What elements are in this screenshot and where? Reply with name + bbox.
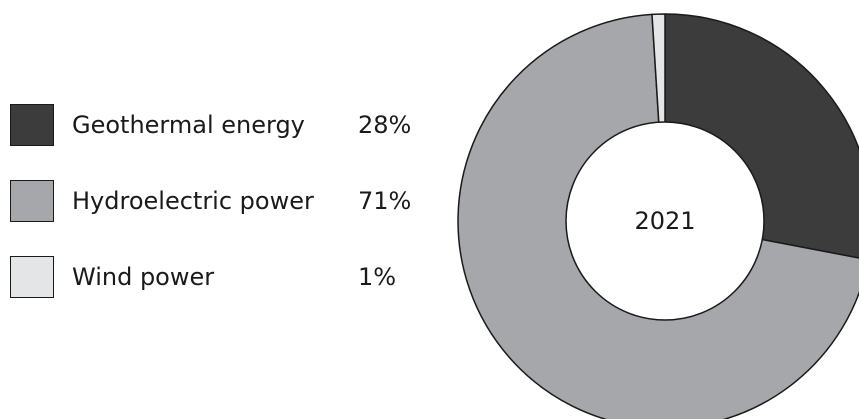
legend-value-geothermal: 28%: [358, 111, 412, 139]
legend-label-wind: Wind power: [72, 263, 215, 291]
legend-label-hydroelectric: Hydroelectric power: [72, 187, 314, 215]
legend-item-hydroelectric: Hydroelectric power 71%: [10, 180, 430, 226]
legend-swatch-geothermal: [10, 104, 54, 146]
legend-swatch-hydroelectric: [10, 180, 54, 222]
donut-hole: [565, 121, 765, 321]
legend-value-hydroelectric: 71%: [358, 187, 412, 215]
donut-center-label: 2021: [634, 207, 695, 235]
legend-item-geothermal: Geothermal energy 28%: [10, 104, 430, 150]
legend-label-geothermal: Geothermal energy: [72, 111, 305, 139]
legend-value-wind: 1%: [358, 263, 397, 291]
legend-swatch-wind: [10, 256, 54, 298]
legend-item-wind: Wind power 1%: [10, 256, 430, 302]
